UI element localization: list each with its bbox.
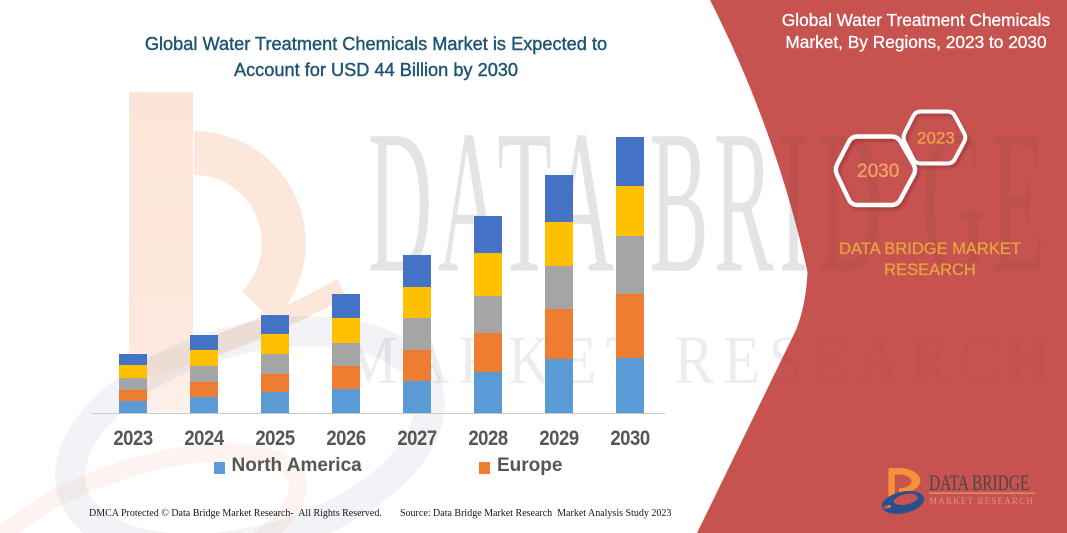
svg-text:2030: 2030 (857, 161, 899, 182)
svg-text:2023: 2023 (917, 129, 955, 148)
svg-text:MARKET RESEARCH: MARKET RESEARCH (344, 321, 1059, 398)
svg-text:DATA BRIDGE: DATA BRIDGE (368, 89, 1051, 316)
svg-text:MARKET RESEARCH: MARKET RESEARCH (929, 497, 1034, 507)
svg-text:DATA BRIDGE: DATA BRIDGE (929, 472, 1029, 496)
